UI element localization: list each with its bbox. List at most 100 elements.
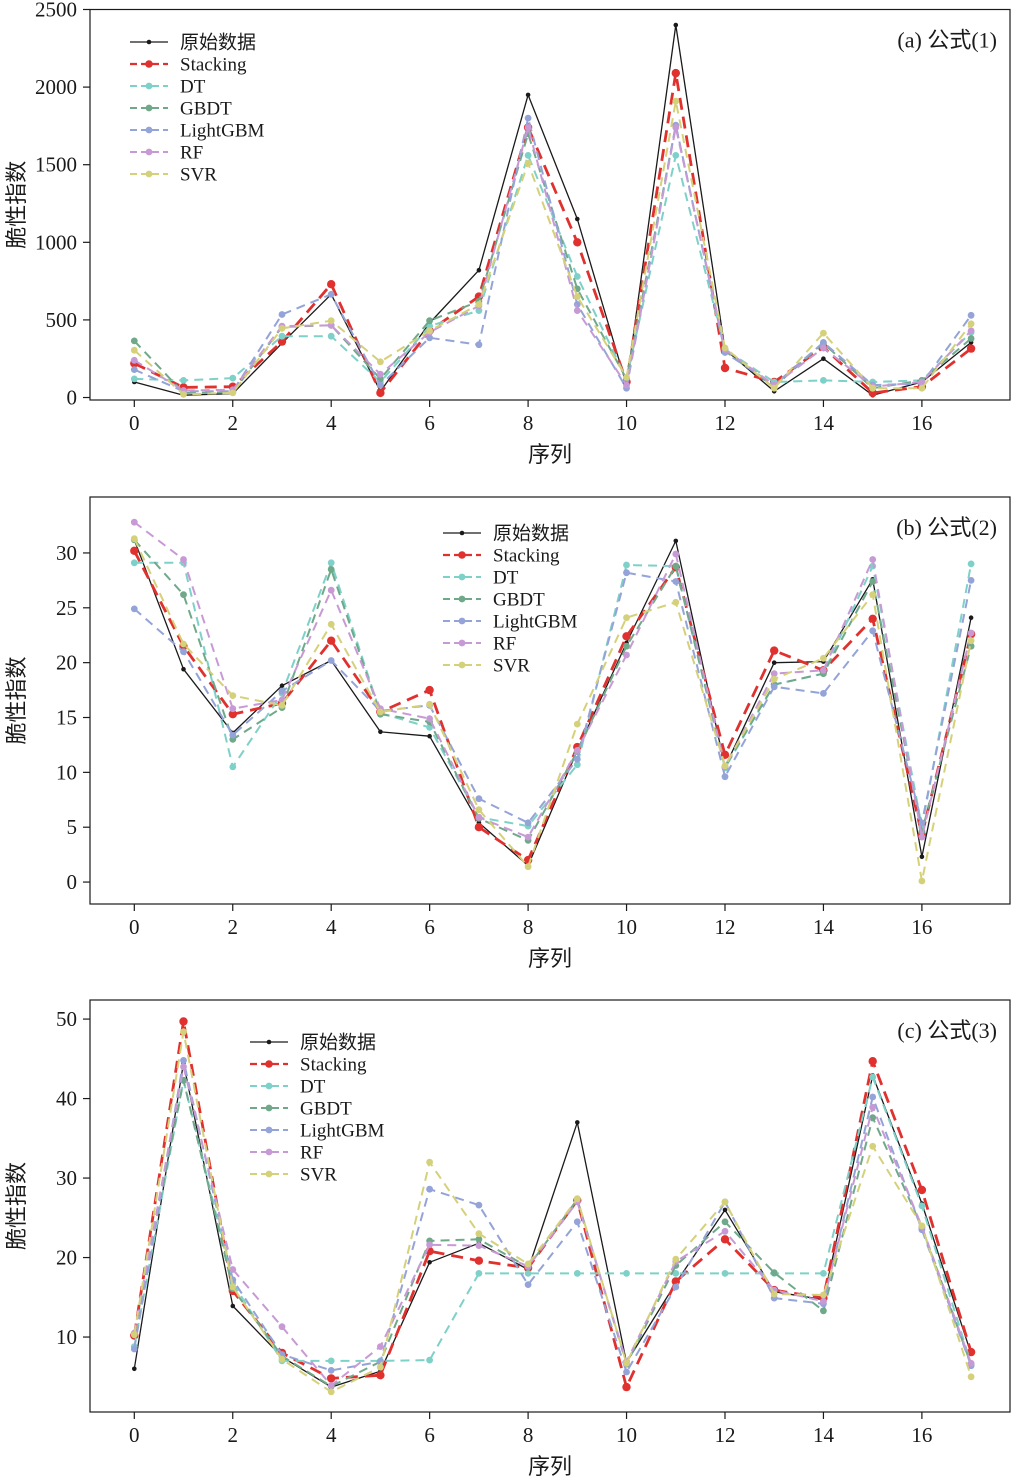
data-point-gbdt xyxy=(721,1218,729,1226)
data-point-rf xyxy=(475,1242,483,1249)
series-markers-rf xyxy=(130,1063,975,1389)
series-line-lightgbm xyxy=(133,1059,973,1373)
data-point-gbdt xyxy=(623,642,630,650)
y-tick-label: 15 xyxy=(56,706,77,730)
data-point-svr xyxy=(721,762,729,770)
legend-marker xyxy=(145,148,153,156)
data-point-svr xyxy=(721,344,729,352)
data-point-svr xyxy=(377,708,384,716)
data-point-rf xyxy=(377,370,384,378)
data-point-svr xyxy=(327,1388,335,1396)
data-point-svr xyxy=(229,1283,237,1291)
data-point-dt xyxy=(229,763,237,771)
data-point-svr xyxy=(918,1222,926,1230)
x-axis: 0 2 4 6 8 10 12 14 16 xyxy=(129,1412,932,1447)
x-tick-label: 10 xyxy=(616,915,637,939)
x-tick-label: 6 xyxy=(424,915,435,939)
legend-label: LightGBM xyxy=(300,1121,385,1142)
x-axis: 0 2 4 6 8 10 12 14 16 xyxy=(129,400,932,435)
y-tick-label: 25 xyxy=(56,596,77,620)
legend-label: DT xyxy=(300,1077,326,1098)
x-tick-label: 6 xyxy=(424,1423,435,1447)
data-point-svr xyxy=(820,1291,827,1299)
data-point-dt xyxy=(130,559,138,567)
data-point-lightgbm xyxy=(820,339,827,346)
data-point-dt xyxy=(524,1270,532,1277)
data-point-dt xyxy=(278,332,286,340)
data-point-stacking xyxy=(770,646,779,655)
legend-marker xyxy=(146,39,152,45)
data-point-lightgbm xyxy=(475,795,483,803)
plot-border xyxy=(89,496,1011,905)
data-point-rf xyxy=(721,1227,729,1235)
data-point-dt xyxy=(327,559,335,567)
data-point-rf xyxy=(672,124,680,131)
data-point-original xyxy=(771,660,777,665)
data-point-svr xyxy=(869,384,877,392)
legend-label: Stacking xyxy=(300,1055,367,1076)
data-point-lightgbm xyxy=(672,578,680,585)
data-point-svr xyxy=(130,1331,138,1339)
data-point-svr xyxy=(820,654,827,662)
data-point-original xyxy=(919,854,925,860)
data-point-svr xyxy=(524,159,532,167)
data-point-svr xyxy=(967,320,975,328)
legend-label: RF xyxy=(300,1143,323,1164)
data-point-lightgbm xyxy=(327,1367,335,1374)
legend-marker xyxy=(265,1148,273,1156)
x-tick-label: 6 xyxy=(424,411,435,435)
data-point-rf xyxy=(573,307,581,314)
data-point-lightgbm xyxy=(377,381,384,389)
data-point-stacking xyxy=(868,1057,877,1066)
data-point-svr xyxy=(820,329,827,337)
x-tick-label: 2 xyxy=(228,1423,239,1447)
data-point-dt xyxy=(820,1270,827,1277)
data-point-gbdt xyxy=(869,1114,877,1121)
legend-label: RF xyxy=(180,143,203,164)
data-point-lightgbm xyxy=(130,366,138,373)
data-point-rf xyxy=(377,1343,384,1350)
data-point-rf xyxy=(770,670,778,677)
legend-marker xyxy=(265,1060,273,1068)
legend-entry-stacking: Stacking xyxy=(130,55,247,76)
data-point-lightgbm xyxy=(869,627,877,635)
series-line-rf xyxy=(133,126,972,392)
series-markers-gbdt xyxy=(130,122,975,397)
data-point-svr xyxy=(475,1230,483,1238)
data-point-dt xyxy=(623,561,630,569)
legend-entry-gbdt: GBDT xyxy=(250,1099,352,1120)
data-point-lightgbm xyxy=(967,311,975,319)
legend-marker xyxy=(458,551,466,559)
x-tick-label: 10 xyxy=(616,411,637,435)
data-point-dt xyxy=(721,1270,729,1277)
data-point-dt xyxy=(820,377,827,384)
data-point-original xyxy=(968,615,974,620)
data-point-original xyxy=(673,22,679,28)
data-point-svr xyxy=(180,1028,187,1036)
y-tick-label: 30 xyxy=(56,541,77,565)
data-point-rf xyxy=(967,629,975,637)
x-axis: 0 2 4 6 8 10 12 14 16 xyxy=(129,904,932,939)
series-line-original xyxy=(134,24,972,396)
data-point-svr xyxy=(967,637,975,645)
x-tick-label: 4 xyxy=(326,1423,337,1447)
data-point-original xyxy=(722,1207,728,1213)
legend-label: DT xyxy=(493,568,519,589)
plot-border xyxy=(89,999,1011,1413)
x-tick-label: 0 xyxy=(129,411,140,435)
data-point-lightgbm xyxy=(918,819,926,827)
x-tick-label: 4 xyxy=(326,915,337,939)
data-point-original xyxy=(230,1303,236,1309)
data-point-rf xyxy=(278,1323,286,1331)
data-point-original xyxy=(427,733,432,739)
data-point-rf xyxy=(426,1241,433,1249)
legend-label: SVR xyxy=(180,165,217,186)
series-line-gbdt xyxy=(133,124,972,394)
data-point-lightgbm xyxy=(278,311,286,318)
x-tick-label: 8 xyxy=(523,411,534,435)
data-point-stacking xyxy=(720,1235,730,1244)
data-point-original xyxy=(575,1120,580,1125)
data-point-lightgbm xyxy=(180,648,187,656)
data-point-dt xyxy=(475,307,483,314)
